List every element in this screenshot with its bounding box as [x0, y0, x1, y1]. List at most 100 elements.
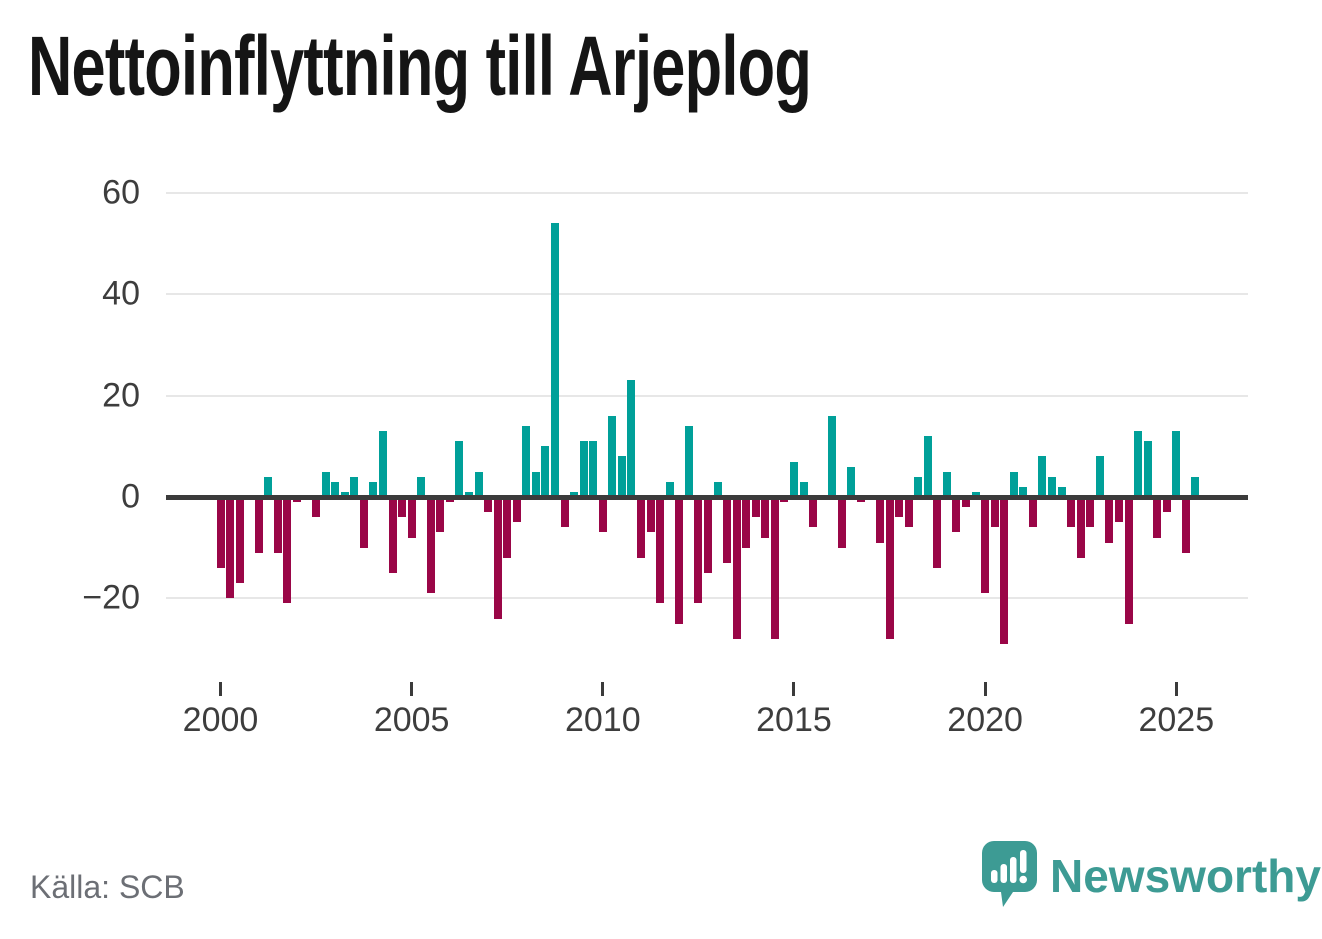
bar-2000q1: [216, 497, 225, 568]
bar-2003q4: [359, 497, 368, 548]
bar-2008q3: [541, 446, 550, 497]
bar-2013q4: [742, 497, 751, 548]
bar-2014q3: [770, 497, 779, 639]
bar-2006q2: [455, 441, 464, 497]
bar-2000q3: [235, 497, 244, 584]
bar-2005q2: [417, 476, 426, 497]
bar-2024q3: [1153, 497, 1162, 538]
y-axis-label-20: 20: [102, 376, 140, 415]
bar-2022q1: [1057, 486, 1066, 497]
y-axis-label-60: 60: [102, 173, 140, 212]
bar-2004q4: [398, 497, 407, 518]
y-axis-label-0: 0: [121, 477, 140, 516]
chart-title: Nettoinflyttning till Arjeplog: [28, 19, 812, 113]
bar-2023q3: [1114, 497, 1123, 523]
bar-2014q1: [751, 497, 760, 518]
bar-2023q1: [1095, 456, 1104, 497]
x-axis-tick-2010: [601, 682, 605, 696]
x-axis-tick-2005: [410, 682, 414, 696]
bar-2020q1: [981, 497, 990, 594]
bar-2012q2: [684, 426, 693, 497]
bar-2004q2: [378, 431, 387, 497]
bar-2003q3: [350, 476, 359, 497]
bar-2003q2: [340, 491, 349, 497]
bar-2009q2: [570, 491, 579, 497]
x-axis-label-2025: 2025: [1138, 701, 1215, 739]
gridline-20: [166, 394, 1248, 397]
bar-2019q1: [942, 471, 951, 497]
x-axis-label-2015: 2015: [756, 701, 832, 739]
bar-2005q1: [407, 497, 416, 538]
bar-2012q3: [694, 497, 703, 604]
bar-2016q4: [856, 497, 865, 503]
bar-2019q2: [952, 497, 961, 533]
bar-2001q3: [273, 497, 282, 553]
bar-2017q3: [885, 497, 894, 639]
bar-2013q3: [732, 497, 741, 639]
bar-2014q4: [780, 497, 789, 503]
bar-2020q2: [990, 497, 999, 528]
bar-2022q3: [1076, 497, 1085, 558]
x-axis-tick-2000: [219, 682, 222, 696]
bar-2006q4: [474, 471, 483, 497]
bar-2005q4: [436, 497, 445, 533]
bar-2008q4: [551, 223, 560, 497]
bar-2001q1: [254, 497, 263, 553]
bar-2020q4: [1009, 471, 1018, 497]
gridline-60: [166, 191, 1248, 194]
bar-2009q3: [579, 441, 588, 497]
y-axis-label--20: −20: [82, 578, 140, 617]
x-axis-label-2010: 2010: [564, 701, 641, 739]
x-axis-tick-2025: [1174, 682, 1178, 696]
bar-2008q1: [522, 426, 531, 497]
bar-2021q2: [1028, 497, 1037, 528]
bar-2017q2: [876, 497, 884, 543]
bar-2025q2: [1181, 497, 1190, 553]
bar-2022q4: [1086, 497, 1095, 528]
bar-2010q3: [617, 456, 626, 497]
bar-2000q2: [226, 497, 235, 599]
bar-2016q1: [828, 415, 837, 497]
bar-2002q1: [292, 497, 301, 503]
bar-2005q3: [426, 497, 435, 594]
bar-2024q4: [1162, 497, 1171, 513]
bar-2015q1: [789, 461, 798, 497]
bar-2018q3: [923, 436, 932, 497]
bar-2011q4: [665, 481, 674, 497]
bar-2011q3: [656, 497, 665, 604]
bar-2007q4: [512, 497, 521, 523]
bar-2016q3: [847, 466, 856, 497]
bar-2001q4: [283, 497, 292, 604]
newsworthy-wordmark: Newsworthy: [1050, 850, 1321, 902]
bar-2024q2: [1143, 441, 1152, 497]
bar-2025q3: [1191, 476, 1200, 497]
bar-2018q2: [914, 476, 923, 497]
bar-2013q2: [723, 497, 732, 563]
x-axis-label-2020: 2020: [947, 701, 1023, 739]
newsworthy-logo: Newsworthy: [980, 840, 1321, 908]
gridline-40: [166, 293, 1248, 296]
bar-2013q1: [713, 481, 722, 497]
bar-2019q3: [962, 497, 971, 508]
bar-2018q4: [933, 497, 942, 568]
y-axis-label-40: 40: [102, 274, 140, 313]
x-axis-label-2000: 2000: [182, 701, 259, 739]
bar-2019q4: [971, 491, 980, 497]
x-axis-tick-2015: [792, 682, 796, 696]
bar-2007q3: [503, 497, 512, 558]
bar-2021q3: [1038, 456, 1047, 497]
bar-2006q3: [465, 491, 473, 497]
bar-2022q2: [1067, 497, 1076, 528]
bar-2002q3: [312, 497, 321, 518]
newsworthy-logo-icon: [982, 841, 1037, 907]
bar-2006q1: [445, 497, 454, 503]
bar-2021q4: [1048, 476, 1057, 497]
bar-2015q2: [799, 481, 808, 497]
bar-2004q1: [369, 481, 378, 497]
bar-2023q4: [1124, 497, 1133, 624]
gridline--20: [166, 597, 1248, 600]
bar-2015q3: [809, 497, 818, 528]
bar-2014q2: [761, 497, 770, 538]
